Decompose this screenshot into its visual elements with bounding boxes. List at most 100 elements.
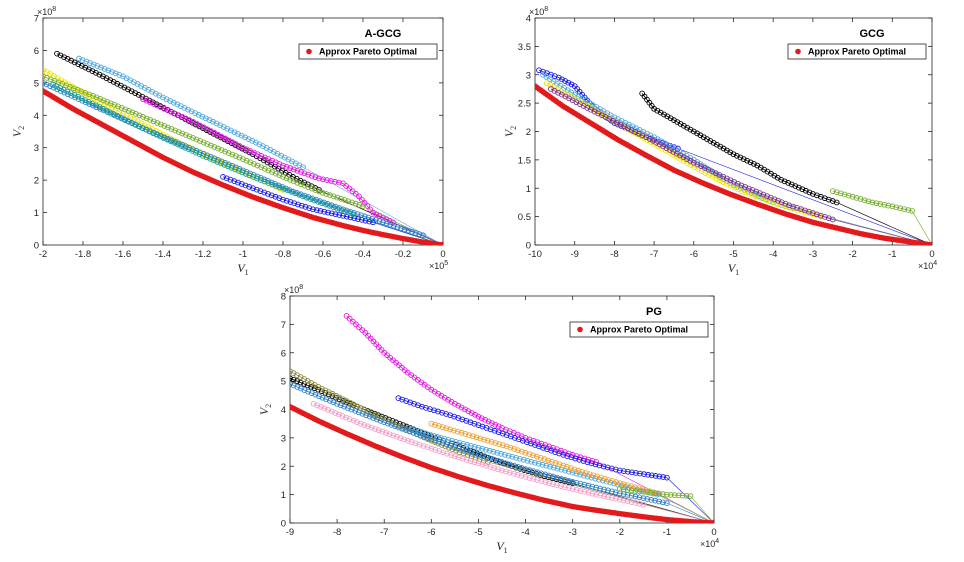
series-point (214, 158, 221, 165)
series-point (613, 479, 619, 485)
x-tick-label: -9 (286, 527, 294, 538)
series-point (601, 475, 608, 482)
series-point (576, 456, 583, 463)
series-point (532, 459, 538, 466)
series-point (386, 217, 393, 224)
series-point (760, 195, 766, 202)
y-tick-label: 8 (281, 292, 286, 303)
series-point (316, 188, 322, 195)
series-point (290, 382, 297, 389)
series-connector (487, 461, 714, 523)
series-point (565, 79, 572, 86)
x-tick-label: -4 (521, 527, 529, 538)
series-point (337, 402, 344, 409)
series-point (545, 457, 552, 464)
series-point (601, 486, 607, 493)
y-tick-label: 5 (281, 377, 286, 388)
series-point (482, 416, 489, 423)
series-point (644, 489, 651, 496)
series-point (825, 215, 832, 222)
y-tick-label: 1 (34, 208, 39, 219)
series-point (154, 120, 161, 126)
series-point (518, 472, 525, 479)
series-point (334, 205, 341, 212)
series-point (749, 187, 756, 193)
series-point (546, 472, 552, 479)
series-point (656, 498, 662, 505)
y-tick-label: 3 (281, 433, 286, 444)
series-point (122, 117, 128, 124)
series-point (492, 421, 499, 428)
series-point (370, 209, 376, 216)
x-tick-label: -3 (809, 249, 817, 260)
series-point (319, 394, 326, 401)
y-tick-label: 0 (526, 241, 531, 252)
series-point (424, 435, 431, 441)
series-point (412, 230, 419, 236)
x-tick-label: 0 (440, 249, 445, 260)
series-point (459, 455, 466, 462)
series-point (624, 498, 631, 505)
series-point (319, 189, 326, 196)
series-point (810, 210, 816, 216)
series-point (332, 178, 338, 185)
series-point (592, 461, 599, 468)
series-point (489, 420, 495, 426)
series-point (568, 81, 575, 88)
panel-title: PG (646, 306, 662, 318)
series-point (609, 495, 615, 501)
series-point (901, 206, 908, 212)
series-point (507, 461, 513, 468)
series-point (792, 183, 799, 189)
series-point (352, 408, 359, 414)
series-point (294, 378, 300, 384)
series-point (325, 407, 331, 413)
series-point (598, 474, 604, 481)
legend-marker (795, 48, 801, 55)
y-tick-label: 4 (34, 111, 39, 122)
series-point (290, 381, 293, 387)
series-point (569, 486, 576, 492)
y-tick-label: 0 (281, 519, 286, 530)
series-point (348, 406, 355, 413)
series-point (312, 391, 319, 398)
series-point (233, 153, 239, 159)
series-point (652, 497, 658, 504)
series-point (530, 452, 536, 459)
series-point (98, 64, 104, 71)
series-point (483, 462, 490, 469)
series-point (535, 460, 542, 467)
series-point (454, 428, 461, 435)
series-point (350, 211, 356, 218)
series-teal (50, 81, 443, 245)
series-point (452, 438, 459, 445)
series-point (363, 412, 369, 419)
series-group (535, 67, 932, 245)
series-point (207, 155, 213, 162)
y-multiplier: ×108 (284, 284, 303, 295)
series-point (368, 424, 375, 431)
series-point (537, 455, 544, 461)
series-point (439, 409, 445, 416)
series-green (829, 188, 932, 245)
series-point (475, 444, 482, 451)
series-point (620, 497, 627, 504)
series-point (323, 201, 329, 208)
series-point (573, 487, 580, 493)
y-tick-label: 3 (526, 70, 531, 81)
series-point (105, 67, 112, 74)
series-point (522, 466, 529, 472)
series-point (637, 470, 643, 477)
series-point (479, 461, 486, 468)
series-point (849, 193, 856, 200)
series-point (254, 162, 261, 169)
pareto-point (439, 241, 443, 245)
series-point (485, 437, 491, 444)
series-point (679, 492, 686, 499)
series-point (297, 379, 304, 386)
series-point (397, 435, 404, 441)
series-point (272, 170, 279, 177)
series-point (140, 96, 146, 102)
series-point (593, 491, 600, 498)
series-point (483, 446, 489, 453)
